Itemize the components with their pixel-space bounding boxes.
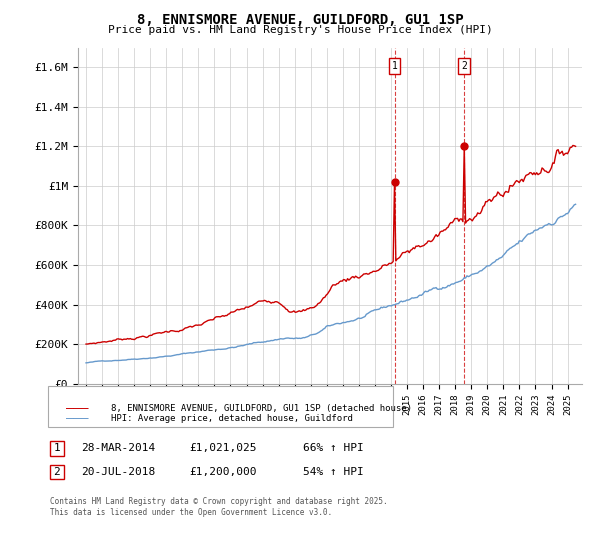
Text: ———: ——— — [66, 412, 89, 426]
Text: 28-MAR-2014: 28-MAR-2014 — [81, 443, 155, 453]
Text: 2: 2 — [461, 61, 467, 71]
Text: ———: ——— — [66, 402, 89, 415]
Text: HPI: Average price, detached house, Guildford: HPI: Average price, detached house, Guil… — [111, 414, 353, 423]
Text: £1,021,025: £1,021,025 — [189, 443, 257, 453]
Text: 20-JUL-2018: 20-JUL-2018 — [81, 466, 155, 477]
Text: 8, ENNISMORE AVENUE, GUILDFORD, GU1 1SP (detached house): 8, ENNISMORE AVENUE, GUILDFORD, GU1 1SP … — [111, 404, 412, 413]
Text: 66% ↑ HPI: 66% ↑ HPI — [303, 443, 364, 453]
Text: Contains HM Land Registry data © Crown copyright and database right 2025.
This d: Contains HM Land Registry data © Crown c… — [50, 497, 388, 517]
Text: Price paid vs. HM Land Registry's House Price Index (HPI): Price paid vs. HM Land Registry's House … — [107, 25, 493, 35]
Text: 1: 1 — [392, 61, 398, 71]
Text: 54% ↑ HPI: 54% ↑ HPI — [303, 466, 364, 477]
Text: 2: 2 — [53, 466, 60, 477]
Text: 1: 1 — [53, 443, 60, 453]
Text: £1,200,000: £1,200,000 — [189, 466, 257, 477]
Text: 8, ENNISMORE AVENUE, GUILDFORD, GU1 1SP: 8, ENNISMORE AVENUE, GUILDFORD, GU1 1SP — [137, 13, 463, 27]
